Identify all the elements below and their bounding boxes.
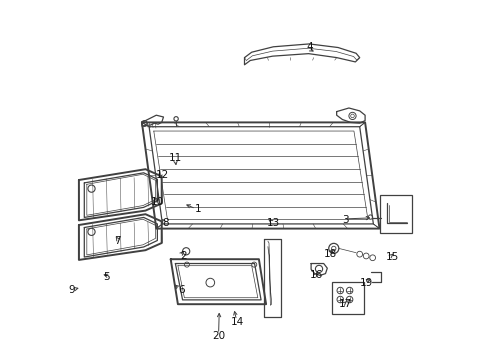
Text: 8: 8 <box>162 218 168 228</box>
Text: 12: 12 <box>156 170 169 180</box>
Text: 2: 2 <box>180 251 186 261</box>
Text: 16: 16 <box>309 270 323 280</box>
Text: 20: 20 <box>212 330 225 341</box>
Text: 6: 6 <box>178 285 184 295</box>
Text: 1: 1 <box>194 204 201 214</box>
Text: 18: 18 <box>324 249 337 259</box>
Text: 9: 9 <box>68 285 75 295</box>
Text: 5: 5 <box>103 272 110 282</box>
Text: 3: 3 <box>341 215 348 225</box>
Text: 14: 14 <box>230 317 244 327</box>
Text: 17: 17 <box>338 299 351 309</box>
Text: 4: 4 <box>305 42 312 52</box>
Text: 19: 19 <box>360 278 373 288</box>
Text: 10: 10 <box>150 197 163 207</box>
Text: 7: 7 <box>114 236 121 246</box>
Text: 11: 11 <box>168 153 182 163</box>
Text: 13: 13 <box>266 218 279 228</box>
Text: 15: 15 <box>385 252 398 262</box>
